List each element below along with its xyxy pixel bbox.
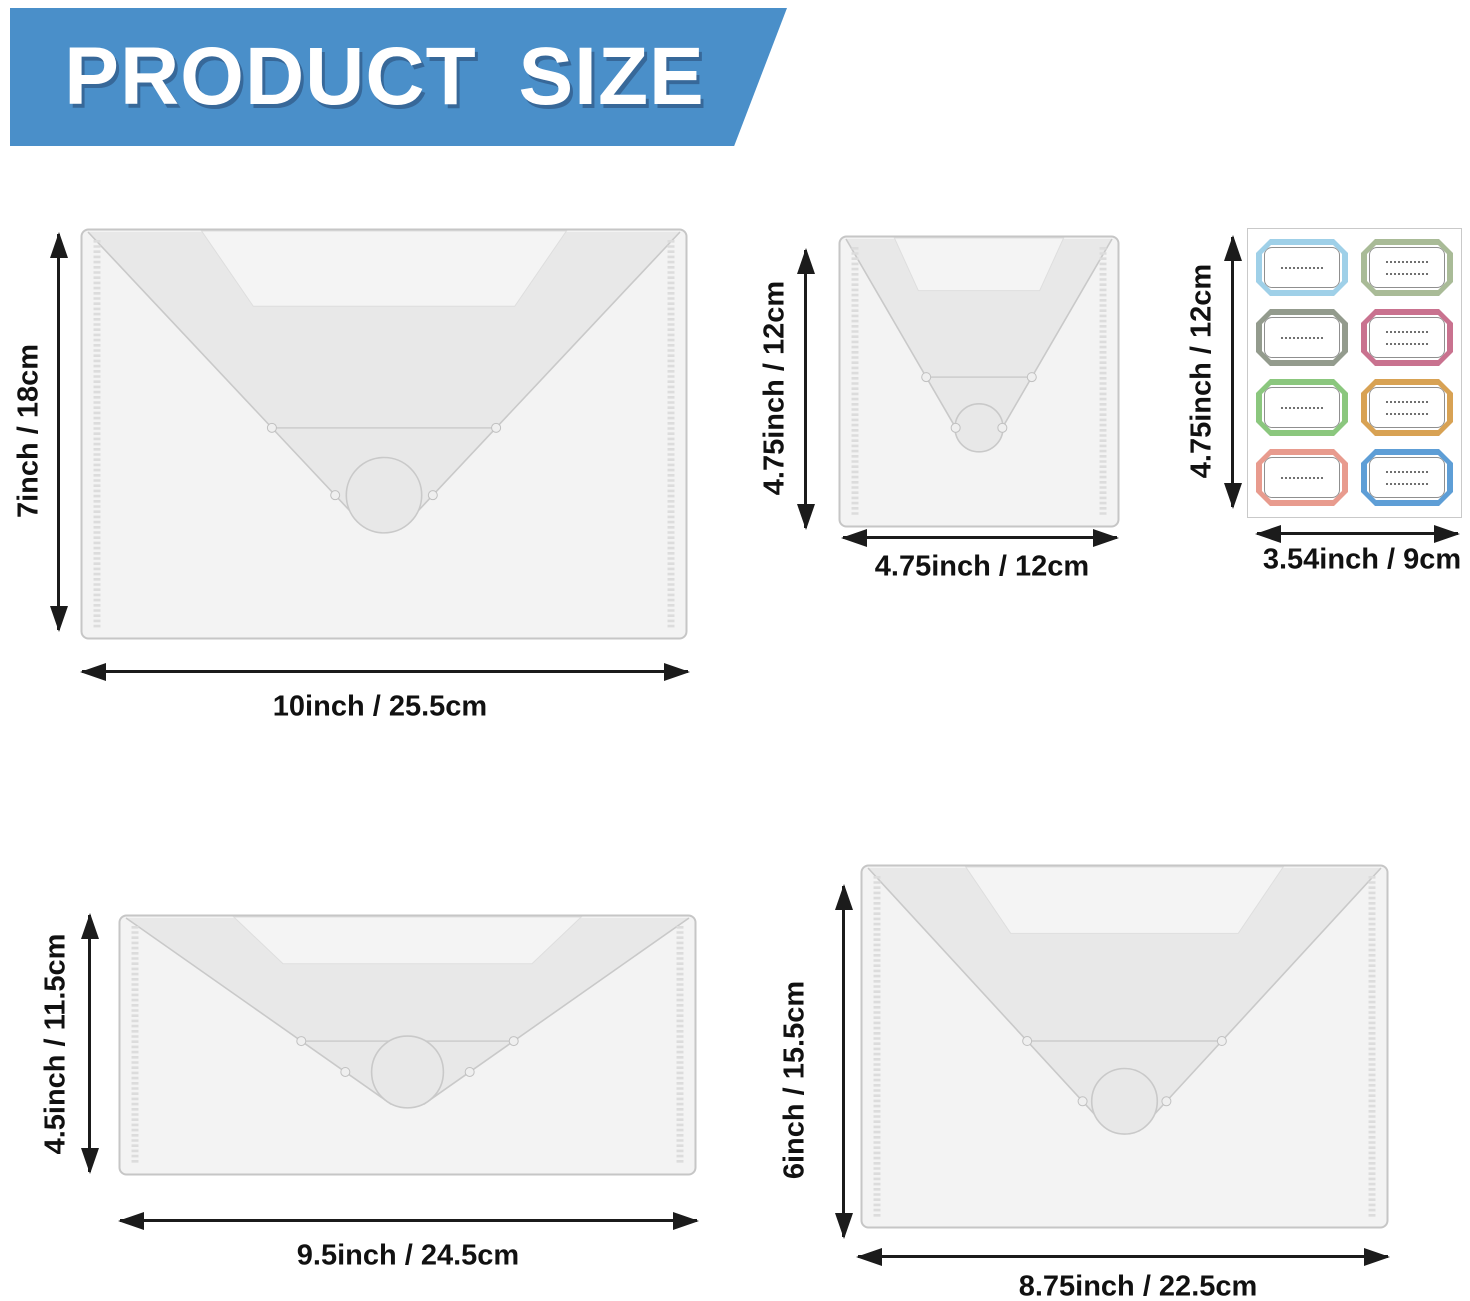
width-dimension-arrow	[1255, 524, 1460, 543]
height-dimension-label: 4.5inch / 11.5cm	[39, 933, 72, 1155]
page-title: PRODUCT SIZE	[64, 31, 705, 122]
sticker-label	[1361, 239, 1453, 296]
width-dimension-arrow	[841, 528, 1119, 547]
sticker-sheet	[1247, 228, 1462, 518]
sticker-label	[1361, 309, 1453, 366]
sticker-label-inner	[1367, 455, 1447, 500]
sticker-label-outline	[1264, 247, 1340, 288]
sticker-dotted-line	[1386, 331, 1429, 333]
sticker-label	[1256, 449, 1348, 506]
sticker-dotted-line	[1281, 407, 1324, 409]
height-dimension-label: 6inch / 15.5cm	[778, 980, 811, 1180]
width-dimension-arrow	[80, 662, 690, 681]
sticker-label-inner	[1262, 315, 1342, 360]
envelope-wide-graphic	[118, 914, 697, 1176]
sticker-dotted-line	[1386, 483, 1429, 485]
sticker-label	[1256, 379, 1348, 436]
height-dimension-arrow	[1223, 235, 1242, 509]
width-dimension-label: 3.54inch / 9cm	[1262, 543, 1462, 576]
sticker-label-outline	[1369, 387, 1445, 428]
sticker-dotted-line	[1281, 477, 1324, 479]
height-dimension-arrow	[80, 913, 99, 1174]
sticker-label-outline	[1369, 317, 1445, 358]
width-dimension-label: 8.75inch / 22.5cm	[1018, 1270, 1258, 1301]
sticker-label-inner	[1262, 455, 1342, 500]
sticker-dotted-line	[1386, 401, 1429, 403]
sticker-dotted-line	[1386, 471, 1429, 473]
sticker-label	[1256, 309, 1348, 366]
sticker-label-inner	[1367, 315, 1447, 360]
sticker-label	[1361, 379, 1453, 436]
sticker-dotted-line	[1386, 261, 1429, 263]
sticker-dotted-line	[1386, 343, 1429, 345]
sticker-label	[1361, 449, 1453, 506]
sticker-label-inner	[1367, 385, 1447, 430]
height-dimension-arrow	[834, 884, 853, 1239]
sticker-label	[1256, 239, 1348, 296]
sticker-dotted-line	[1281, 267, 1324, 269]
height-dimension-label: 4.75inch / 12cm	[758, 280, 791, 496]
sticker-label-inner	[1367, 245, 1447, 290]
width-dimension-label: 10inch / 25.5cm	[272, 690, 488, 723]
sticker-label-outline	[1369, 457, 1445, 498]
sticker-dotted-line	[1281, 337, 1324, 339]
envelope-square-graphic	[838, 235, 1120, 528]
height-dimension-label: 7inch / 18cm	[12, 343, 45, 519]
height-dimension-arrow	[49, 232, 68, 632]
product-banner: PRODUCT SIZE	[10, 8, 787, 146]
sticker-label-inner	[1262, 245, 1342, 290]
sticker-grid	[1256, 239, 1453, 506]
height-dimension-arrow	[796, 248, 815, 530]
sticker-dotted-line	[1386, 273, 1429, 275]
sticker-label-inner	[1262, 385, 1342, 430]
sticker-label-outline	[1264, 317, 1340, 358]
height-dimension-label: 4.75inch / 12cm	[1185, 263, 1218, 479]
width-dimension-arrow	[856, 1247, 1390, 1266]
sticker-label-outline	[1264, 387, 1340, 428]
envelope-medium-graphic	[860, 864, 1389, 1229]
sticker-label-outline	[1369, 247, 1445, 288]
envelope-large-graphic	[80, 228, 688, 640]
width-dimension-label: 9.5inch / 24.5cm	[296, 1239, 520, 1272]
width-dimension-arrow	[118, 1211, 699, 1230]
width-dimension-label: 4.75inch / 12cm	[874, 550, 1090, 583]
sticker-label-outline	[1264, 457, 1340, 498]
sticker-dotted-line	[1386, 413, 1429, 415]
